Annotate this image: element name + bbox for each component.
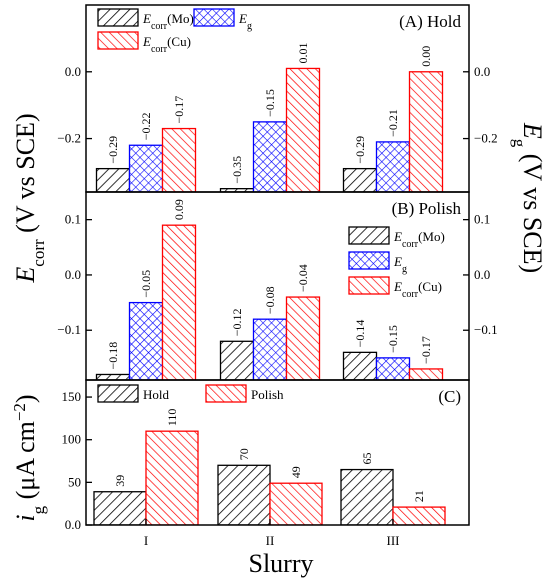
- panel-b-legend-label: Eg: [393, 254, 407, 275]
- x-tick-label: II: [266, 533, 275, 548]
- panel-b-data-label: −0.08: [263, 286, 277, 314]
- panel-c-data-label: 49: [289, 466, 303, 478]
- panel-b-ytick-label-left: 0.1: [65, 212, 81, 227]
- panel-b-bar-ecorr-mo-ii: [219, 340, 255, 380]
- panel-a-ytick-label-left: −0.2: [57, 131, 81, 146]
- panel-c-ytick-label-left: 50: [68, 474, 81, 489]
- panel-a-data-label: 0.00: [419, 46, 433, 67]
- panel-b-legend-swatch: [348, 226, 390, 245]
- panel-c-ytick-label-left: 0.0: [65, 517, 81, 532]
- panel-c-ytick-label-left: 150: [62, 389, 82, 404]
- panel-a-ytick-label-right: 0.0: [474, 64, 490, 79]
- panel-b-title: (B) Polish: [392, 199, 462, 218]
- panel-a-legend-label: Ecorr(Mo): [142, 11, 194, 32]
- panel-b-ytick-label-right: 0.0: [474, 267, 490, 282]
- panel-c-ytick-label-left: 100: [62, 432, 82, 447]
- x-axis-title: Slurry: [249, 549, 314, 578]
- panel-c-bar-hold-iii: [340, 468, 394, 525]
- panel-a-ytick-label-left: 0.0: [65, 64, 81, 79]
- panel-a-data-label: −0.15: [263, 89, 277, 117]
- panel-a-bars: [95, 67, 444, 192]
- panel-c-legend-swatch: [205, 384, 247, 403]
- panel-a-bar-ecorr-mo-i: [95, 167, 131, 192]
- panel-b-legend-label: Ecorr(Cu): [393, 279, 442, 300]
- panel-b-data-label: −0.15: [386, 325, 400, 353]
- panel-b-bar-eg-i: [128, 301, 164, 380]
- panel-a-data-label: −0.29: [353, 136, 367, 164]
- panel-b-ytick-label-left: 0.0: [65, 267, 81, 282]
- panel-a-title: (A) Hold: [399, 12, 461, 31]
- x-tick-label: I: [144, 533, 148, 548]
- panel-a-bar-ecorr-cu-i: [161, 127, 197, 192]
- panel-b-data-label: −0.18: [106, 342, 120, 370]
- panel-b-bar-ecorr-mo-i: [95, 373, 131, 380]
- panel-c: 39 110 70 49 65 21 0.0 50 100 150 (C) Hold Polish: [62, 379, 470, 532]
- panel-a-ytick-label-right: −0.2: [474, 131, 498, 146]
- panel-b-legend-swatch: [348, 276, 390, 295]
- panel-b-data-label: −0.12: [230, 309, 244, 337]
- panel-a-bar-eg-ii: [252, 121, 288, 192]
- panel-a-legend-label: Eg: [238, 11, 252, 32]
- panel-a-bar-ecorr-mo-iii: [342, 167, 378, 192]
- panel-a-legend-swatch: [97, 31, 139, 50]
- panel-c-bar-hold-i: [93, 491, 147, 525]
- panel-c-data-label: 65: [360, 453, 374, 465]
- panel-b-bar-ecorr-mo-iii: [342, 351, 378, 380]
- panel-a-bar-ecorr-cu-ii: [285, 67, 321, 192]
- panel-b-bar-ecorr-cu-iii: [408, 368, 444, 380]
- panel-b-ytick-label-left: −0.1: [57, 322, 81, 337]
- y-axis-title-left-top: Ecorr (V vs SCE): [11, 113, 48, 283]
- panel-b-bar-eg-ii: [252, 318, 288, 380]
- panel-a-bar-ecorr-cu-iii: [408, 71, 444, 192]
- panel-a-data-label: −0.29: [106, 136, 120, 164]
- panel-a-data-label: 0.01: [296, 42, 310, 63]
- panel-a-data-label: −0.21: [386, 109, 400, 137]
- panel-a-legend-swatch: [193, 8, 235, 27]
- panel-b-bar-ecorr-cu-ii: [285, 296, 321, 380]
- panel-a-legend-label: Ecorr(Cu): [142, 34, 191, 55]
- panel-b-legend-label: Ecorr(Mo): [393, 229, 445, 250]
- panel-c-frame: [85, 379, 470, 526]
- panel-b-ytick-label-right: 0.1: [474, 212, 490, 227]
- panel-b-bars: [95, 224, 444, 380]
- panel-a-data-label: −0.17: [172, 96, 186, 124]
- x-tick-label: III: [387, 533, 400, 548]
- panel-c-bars: [93, 430, 446, 525]
- panel-b: −0.18 −0.05 0.09 −0.12 −0.08 −0.04 −0.14 −0.15 −…: [57, 191, 498, 381]
- panel-c-bar-polish-i: [145, 430, 199, 525]
- panel-c-legend-swatch: [97, 384, 139, 403]
- panel-a: −0.29 −0.22 −0.17 −0.35 −0.15 0.01 −0.29 −0.21 0…: [57, 4, 498, 193]
- panel-a-data-label: −0.22: [139, 112, 153, 140]
- panel-c-bar-hold-ii: [217, 464, 271, 525]
- panel-a-bar-eg-i: [128, 144, 164, 192]
- panel-c-data-label: 39: [113, 475, 127, 487]
- panel-c-data-label: 110: [165, 409, 179, 427]
- panel-b-bar-ecorr-cu-i: [161, 224, 197, 380]
- panel-c-bar-polish-ii: [269, 482, 323, 525]
- y-axis-title-right-top: Eg (V vs SCE): [511, 122, 548, 273]
- panel-b-bar-eg-iii: [375, 357, 411, 380]
- y-axis-title-left-bottom: ig (μA cm−2): [10, 394, 48, 521]
- panel-a-bar-eg-iii: [375, 141, 411, 192]
- panel-b-data-label: −0.17: [419, 336, 433, 364]
- panel-c-data-label: 70: [237, 448, 251, 460]
- panel-b-ytick-label-right: −0.1: [474, 322, 498, 337]
- panel-c-legend-label: Polish: [251, 387, 284, 402]
- panel-c-bar-polish-iii: [392, 506, 446, 525]
- panel-c-title: (C): [438, 387, 461, 406]
- panel-b-data-label: −0.14: [353, 320, 367, 348]
- panel-a-legend-swatch: [97, 8, 139, 27]
- panel-b-data-label: 0.09: [172, 199, 186, 220]
- panel-b-data-label: −0.04: [296, 264, 310, 292]
- panel-b-legend-swatch: [348, 251, 390, 270]
- panel-a-data-label: −0.35: [230, 156, 244, 184]
- panel-c-legend-label: Hold: [143, 387, 170, 402]
- panel-c-data-label: 21: [412, 490, 426, 502]
- panel-b-data-label: −0.05: [139, 270, 153, 298]
